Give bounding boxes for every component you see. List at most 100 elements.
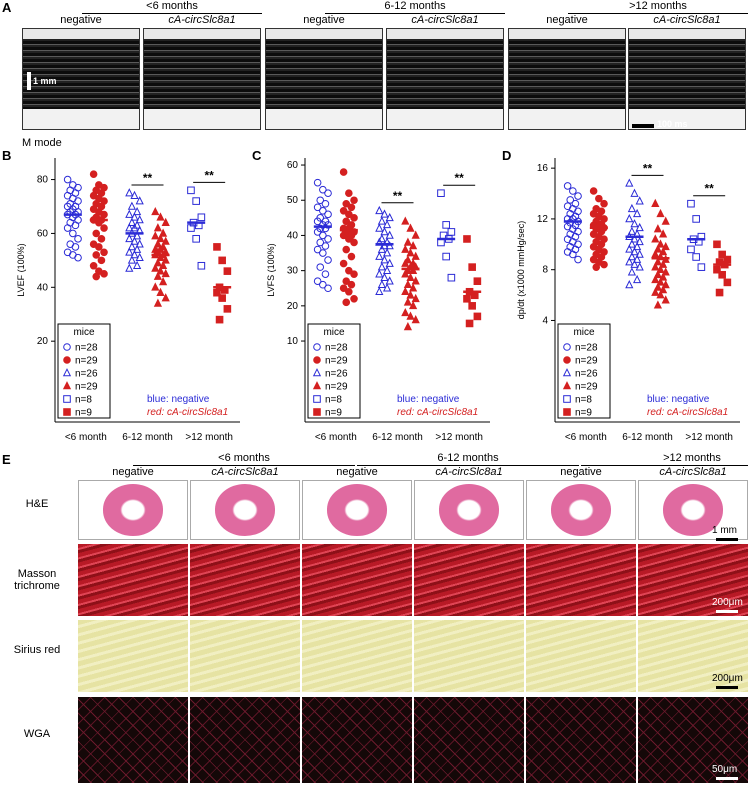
point [632,208,642,218]
point [151,263,160,272]
point [345,287,353,296]
point [653,282,663,291]
point [658,272,668,281]
histology-image [526,697,636,783]
point [563,395,571,403]
point [447,273,456,282]
point [187,224,195,232]
point [442,221,450,229]
point [656,208,665,218]
x-tick-label: <6 month [565,432,607,443]
point [401,307,410,317]
point [563,356,571,364]
point [316,263,325,271]
significance-label: ** [704,182,714,196]
point [382,283,392,292]
point [319,207,327,215]
condition-label: negative [303,14,345,26]
point [339,168,348,176]
point [563,343,571,351]
point [375,269,384,278]
point [382,248,392,257]
point [347,280,356,289]
panel-label: B [2,150,11,163]
condition-label: negative [60,14,102,26]
point [437,189,445,198]
point [71,221,80,230]
point [92,251,101,259]
m-mode-image [143,28,261,130]
histology-image [190,480,300,540]
point [312,381,322,390]
point [630,234,639,243]
point [218,294,226,302]
point [651,198,660,207]
point [161,255,170,264]
point [463,235,471,243]
point [651,234,660,243]
legend-label: n=29 [75,356,98,367]
point [406,248,415,257]
point [569,187,577,195]
point [401,258,410,267]
point [563,182,572,190]
point [125,233,134,243]
condition-label: cA-circSlc8a1 [411,14,479,26]
point [342,277,351,285]
point [656,290,665,299]
point [350,295,358,303]
point [630,219,639,228]
point [345,235,353,243]
point [125,247,134,256]
heart-section [550,484,612,536]
point [635,249,644,258]
point [656,239,665,248]
histology-image [78,480,188,540]
heart-section [438,484,500,536]
point [313,343,321,351]
point [692,215,700,223]
point [151,282,160,291]
histology-image [526,544,636,616]
condition-label: cA-circSlc8a1 [168,14,236,26]
point [600,199,608,208]
point [319,280,327,289]
point [313,408,321,416]
m-mode-image [265,28,383,130]
point [125,223,134,232]
point [127,217,137,226]
point [403,237,413,246]
condition-label: negative [336,466,378,478]
x-tick-label: <6 month [65,432,107,443]
chart: D 4 8 12 16 dp/dt (x1000 mmHg/sec) <6 month 6-1… [502,150,740,443]
condition-label: negative [112,466,154,478]
histology-image [526,480,636,540]
histology-image [638,620,748,692]
point [156,266,165,275]
condition-label: cA-circSlc8a1 [435,466,503,478]
point [350,238,358,247]
point [661,280,670,289]
histology-image [414,620,524,692]
point [635,196,644,205]
y-tick-label: 4 [542,315,548,326]
histology-image [638,480,748,540]
panel-label: D [502,150,511,163]
chart: B 20 40 60 80 LVEF (100%) <6 month 6-12 month >1… [2,150,240,443]
point [130,236,139,245]
point [408,300,418,310]
point [375,223,384,232]
point [339,284,348,293]
point [100,224,108,232]
x-tick-label: 6-12 month [622,432,673,443]
point [153,271,163,280]
point [385,241,394,250]
point [380,209,389,218]
point [342,217,351,226]
point [156,212,165,221]
point [385,212,394,222]
point [656,264,665,273]
note: red: cA-circSlc8a1 [147,407,228,418]
point [635,236,644,246]
